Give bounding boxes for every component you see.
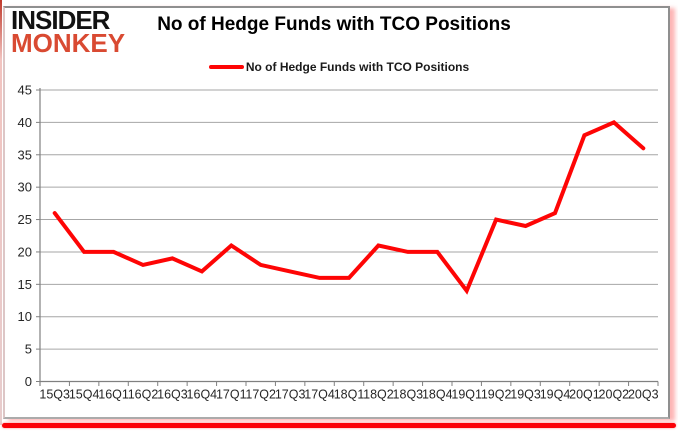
svg-text:17Q2: 17Q2 — [245, 388, 276, 402]
svg-text:25: 25 — [18, 212, 32, 227]
svg-text:18Q4: 18Q4 — [422, 388, 453, 402]
svg-text:19Q2: 19Q2 — [481, 388, 512, 402]
svg-text:19Q3: 19Q3 — [510, 388, 541, 402]
logo-text-monkey: MONKEY — [11, 27, 126, 58]
svg-text:15: 15 — [18, 277, 32, 292]
svg-text:19Q4: 19Q4 — [540, 388, 571, 402]
logo-text-insider: INSIDER — [11, 5, 110, 35]
legend-line-swatch — [208, 65, 244, 69]
svg-text:20Q3: 20Q3 — [628, 388, 659, 402]
insider-monkey-logo: INSIDER MONKEY — [11, 5, 126, 58]
chart-title: No of Hedge Funds with TCO Positions — [157, 14, 511, 35]
svg-text:16Q1: 16Q1 — [98, 388, 129, 402]
svg-text:35: 35 — [18, 147, 32, 162]
svg-text:18Q3: 18Q3 — [393, 388, 424, 402]
svg-text:16Q3: 16Q3 — [157, 388, 188, 402]
svg-text:10: 10 — [18, 309, 32, 324]
legend-label: No of Hedge Funds with TCO Positions — [245, 60, 470, 74]
svg-text:30: 30 — [18, 180, 32, 195]
svg-text:20Q1: 20Q1 — [569, 388, 600, 402]
svg-text:16Q2: 16Q2 — [128, 388, 159, 402]
svg-text:45: 45 — [18, 83, 32, 98]
left-edge-accent — [0, 0, 2, 425]
bottom-accent-bar — [2, 423, 676, 428]
svg-text:15Q3: 15Q3 — [39, 388, 70, 402]
svg-text:20: 20 — [18, 244, 32, 259]
svg-text:19Q1: 19Q1 — [451, 388, 482, 402]
svg-text:17Q1: 17Q1 — [216, 388, 247, 402]
svg-text:18Q1: 18Q1 — [334, 388, 365, 402]
svg-text:40: 40 — [18, 115, 32, 130]
chart-widget — [3, 6, 670, 419]
svg-text:15Q4: 15Q4 — [69, 388, 100, 402]
svg-text:17Q4: 17Q4 — [304, 388, 335, 402]
svg-text:5: 5 — [25, 342, 32, 357]
svg-text:16Q4: 16Q4 — [187, 388, 218, 402]
svg-text:20Q2: 20Q2 — [599, 388, 630, 402]
svg-text:17Q3: 17Q3 — [275, 388, 306, 402]
svg-text:18Q2: 18Q2 — [363, 388, 394, 402]
chart-legend: No of Hedge Funds with TCO Positions — [0, 60, 678, 74]
svg-text:0: 0 — [25, 374, 32, 389]
